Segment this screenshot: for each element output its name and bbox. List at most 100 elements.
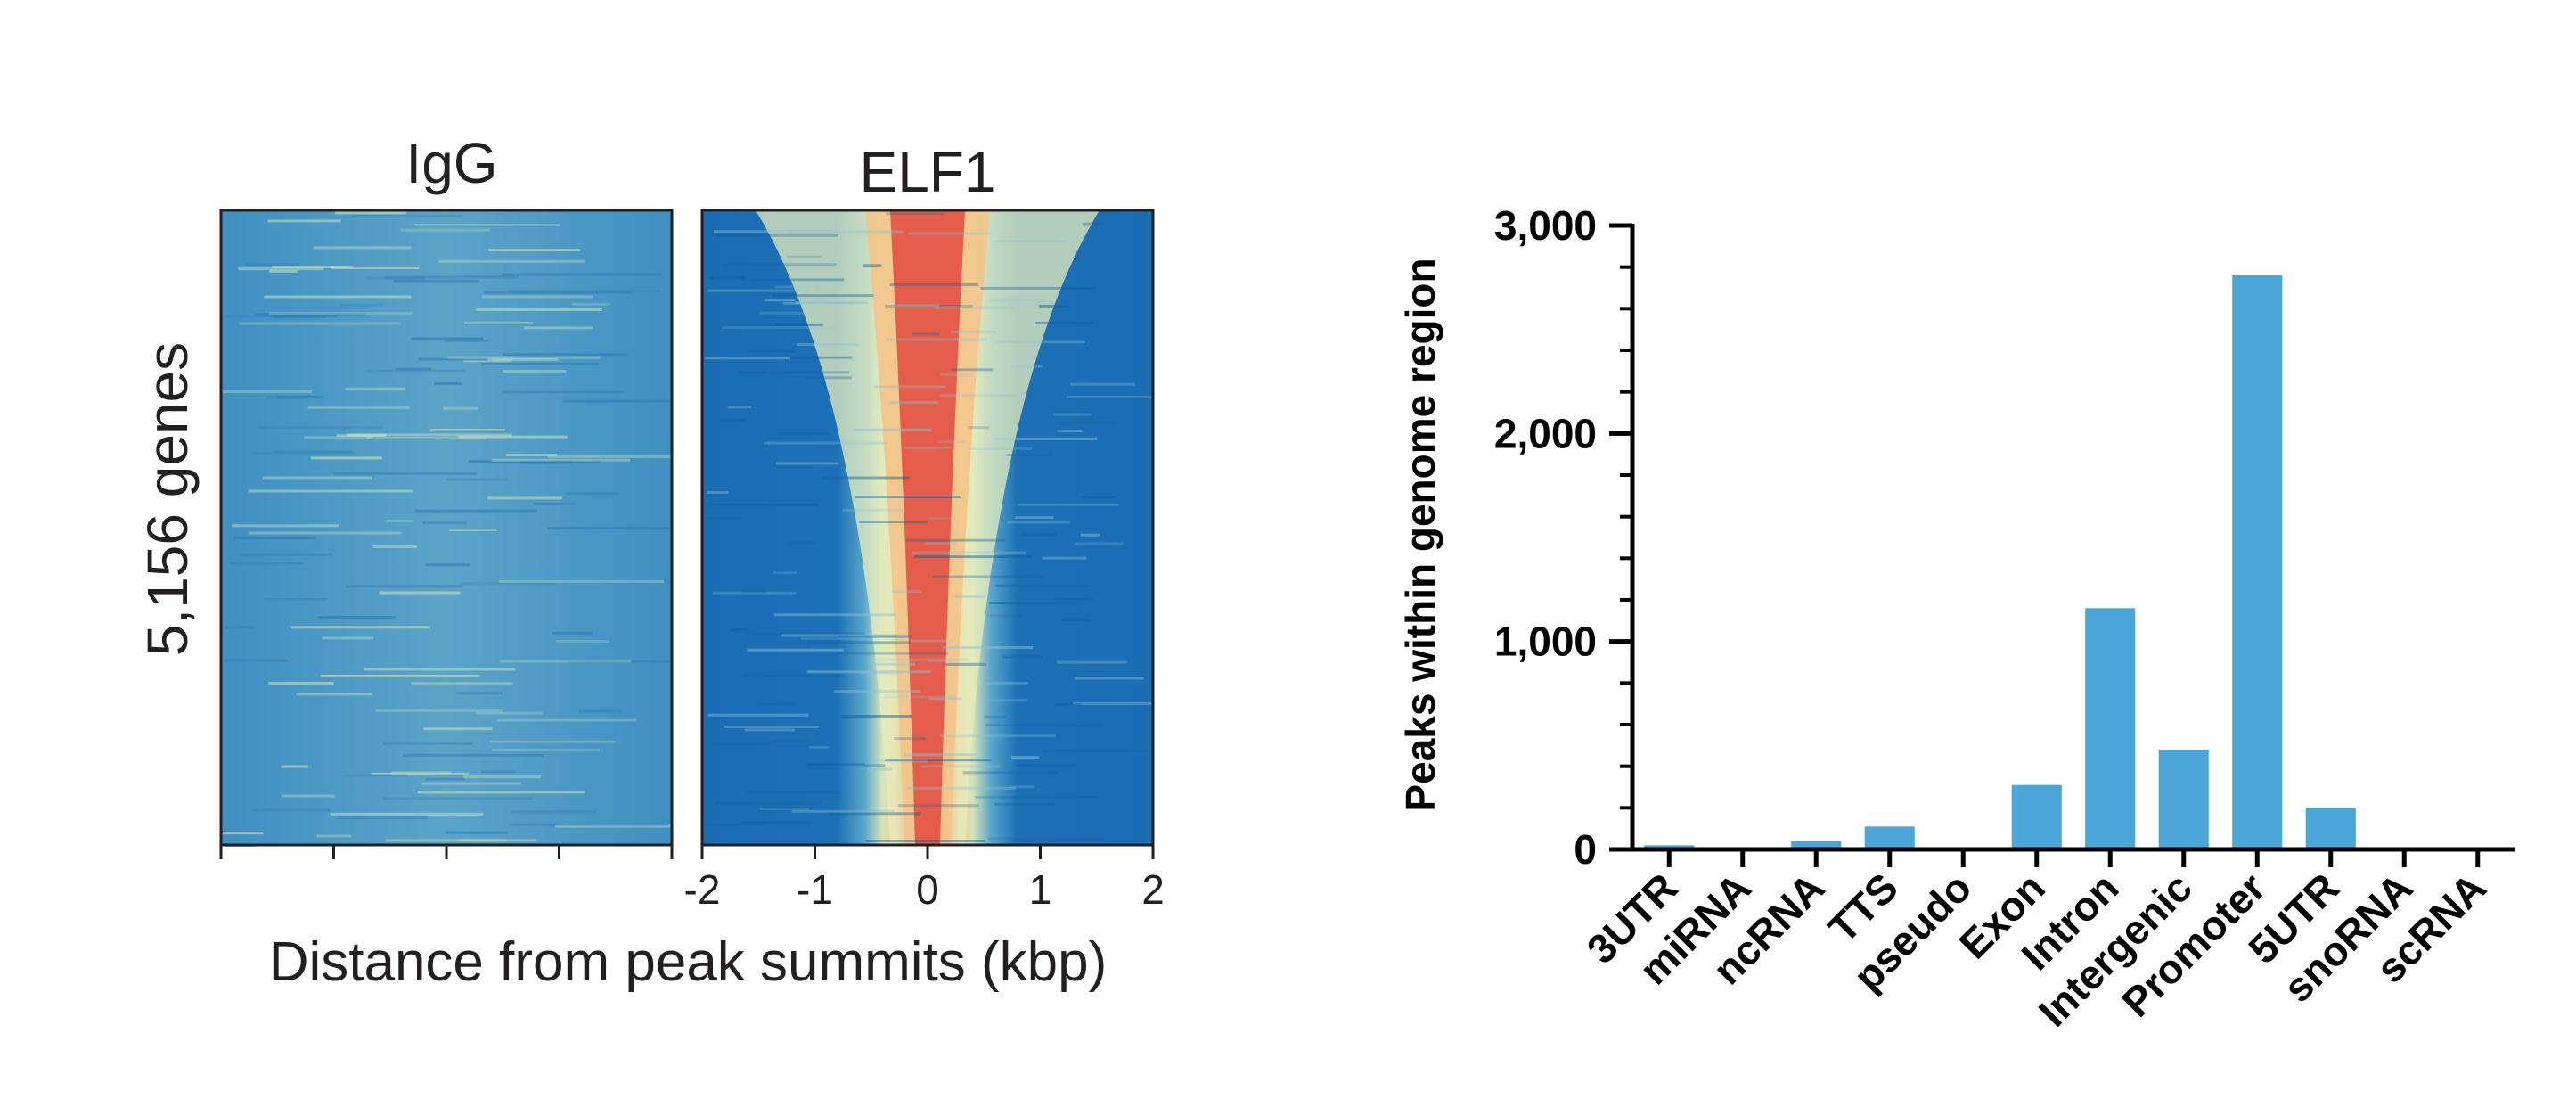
heatmap-texture-streak bbox=[345, 774, 408, 777]
heatmap-texture-streak bbox=[764, 441, 887, 445]
heatmap-texture-streak bbox=[806, 763, 866, 766]
heatmap-texture-streak bbox=[221, 390, 313, 394]
heatmap-texture-streak bbox=[1007, 521, 1070, 524]
heatmap-texture-streak bbox=[434, 381, 462, 385]
heatmap-texture-streak bbox=[438, 259, 585, 263]
heatmap-texture-streak bbox=[231, 524, 339, 528]
heatmap-texture-streak bbox=[969, 447, 1033, 450]
bar-tts bbox=[1864, 826, 1915, 849]
heatmap-texture-streak bbox=[262, 476, 372, 480]
heatmap-texture-streak bbox=[308, 406, 410, 409]
bar-x-axis: 3UTRmiRNAncRNATTSpseudoExonIntronInterge… bbox=[1578, 847, 2515, 1036]
heatmap-core-peak bbox=[890, 210, 965, 845]
heatmap-texture-streak bbox=[1057, 430, 1083, 433]
heatmap-texture-streak bbox=[988, 837, 1104, 841]
heatmap-texture-streak bbox=[801, 636, 868, 640]
heatmap-texture-streak bbox=[456, 692, 503, 695]
heatmap-texture-streak bbox=[731, 628, 749, 632]
heatmap-texture-streak bbox=[842, 508, 905, 512]
heatmap-texture-streak bbox=[463, 775, 542, 779]
heatmap-texture-streak bbox=[747, 648, 844, 652]
bar-y-axis: 0 1,000 2,000 3,000 bbox=[1494, 202, 1635, 873]
heatmap-texture-streak bbox=[449, 528, 497, 531]
heatmap-texture-streak bbox=[383, 742, 473, 745]
x-tick-label: 0 bbox=[916, 866, 939, 913]
heatmap-texture-streak bbox=[320, 674, 480, 677]
heatmap-texture-streak bbox=[331, 266, 420, 269]
heatmap-texture-streak bbox=[547, 455, 672, 458]
heatmap-texture-streak bbox=[366, 436, 487, 439]
heatmap-texture-streak bbox=[748, 349, 795, 353]
heatmap-texture-streak bbox=[414, 224, 560, 226]
heatmap-texture-streak bbox=[224, 625, 253, 628]
heatmap-texture-streak bbox=[364, 668, 516, 671]
heatmap-texture-streak bbox=[987, 614, 1024, 618]
heatmap-texture-streak bbox=[864, 764, 886, 767]
heatmap-texture-streak bbox=[789, 356, 853, 359]
heatmap-texture-streak bbox=[1042, 556, 1087, 560]
bar-ncrna bbox=[1791, 841, 1842, 849]
heatmap-texture-streak bbox=[571, 302, 610, 306]
heatmap-texture-streak bbox=[372, 545, 417, 548]
heatmap-texture-streak bbox=[939, 373, 973, 376]
y-tick-label: 1,000 bbox=[1494, 619, 1597, 665]
heatmap-texture-streak bbox=[350, 215, 462, 217]
heatmap-texture-streak bbox=[492, 749, 601, 751]
heatmap-texture-streak bbox=[365, 369, 466, 373]
heatmap-texture-streak bbox=[221, 315, 338, 318]
heatmap-texture-streak bbox=[781, 634, 904, 637]
heatmap-texture-streak bbox=[743, 632, 865, 635]
heatmap-texture-streak bbox=[490, 740, 616, 743]
heatmap-texture-streak bbox=[411, 337, 483, 340]
heatmap-texture-streak bbox=[995, 584, 1090, 587]
heatmap-texture-streak bbox=[985, 724, 1102, 726]
heatmap-texture-streak bbox=[1018, 503, 1119, 506]
heatmap-texture-streak bbox=[1061, 619, 1090, 622]
heatmap-y-axis-label: 5,156 genes bbox=[135, 342, 200, 656]
heatmap-texture-streak bbox=[752, 278, 845, 282]
heatmap-texture-streak bbox=[995, 240, 1067, 243]
heatmap-texture-streak bbox=[345, 585, 462, 588]
heatmap-texture-streak bbox=[459, 582, 557, 586]
heatmap-texture-streak bbox=[742, 821, 813, 824]
heatmap-texture-streak bbox=[774, 613, 895, 617]
heatmap-texture-streak bbox=[1043, 750, 1148, 753]
heatmap-texture-streak bbox=[506, 454, 558, 456]
heatmap-texture-streak bbox=[311, 456, 382, 460]
heatmap-texture-streak bbox=[886, 338, 987, 341]
heatmap-texture-streak bbox=[705, 357, 790, 360]
heatmap-texture-streak bbox=[447, 356, 601, 359]
heatmap-texture-streak bbox=[423, 521, 467, 525]
heatmap-texture-streak bbox=[921, 765, 1001, 768]
x-tick-label: -1 bbox=[797, 866, 833, 913]
heatmap-texture-streak bbox=[937, 440, 965, 444]
heatmap-texture-streak bbox=[910, 639, 953, 643]
heatmap-texture-streak bbox=[740, 371, 765, 374]
heatmap-texture-streak bbox=[891, 590, 922, 594]
heatmap-igg-x-axis bbox=[219, 843, 674, 859]
heatmap-texture-streak bbox=[1002, 655, 1043, 659]
heatmap-texture-streak bbox=[724, 263, 837, 267]
heatmap-texture-streak bbox=[865, 840, 985, 842]
heatmap-texture-streak bbox=[1075, 542, 1124, 545]
heatmap-texture-streak bbox=[777, 432, 831, 436]
heatmap-texture-streak bbox=[932, 575, 1044, 578]
bar-exon bbox=[2011, 784, 2062, 849]
heatmap-texture-streak bbox=[934, 306, 1015, 309]
heatmap-texture-streak bbox=[345, 387, 405, 390]
heatmap-texture-streak bbox=[709, 503, 820, 506]
heatmap-texture-streak bbox=[267, 219, 341, 223]
heatmap-texture-streak bbox=[481, 770, 516, 774]
heatmap-texture-streak bbox=[866, 767, 892, 771]
heatmap-texture-streak bbox=[788, 541, 817, 545]
heatmap-texture-streak bbox=[988, 602, 1077, 605]
heatmap-texture-streak bbox=[889, 401, 939, 405]
heatmap-texture-streak bbox=[334, 211, 407, 215]
heatmap-texture-streak bbox=[281, 765, 309, 768]
heatmap-texture-streak bbox=[386, 519, 414, 522]
heatmap-texture-streak bbox=[774, 285, 827, 289]
bar-series bbox=[1644, 275, 2356, 849]
heatmap-panel-igg: IgG bbox=[219, 131, 674, 859]
heatmap-texture-streak bbox=[951, 368, 994, 372]
